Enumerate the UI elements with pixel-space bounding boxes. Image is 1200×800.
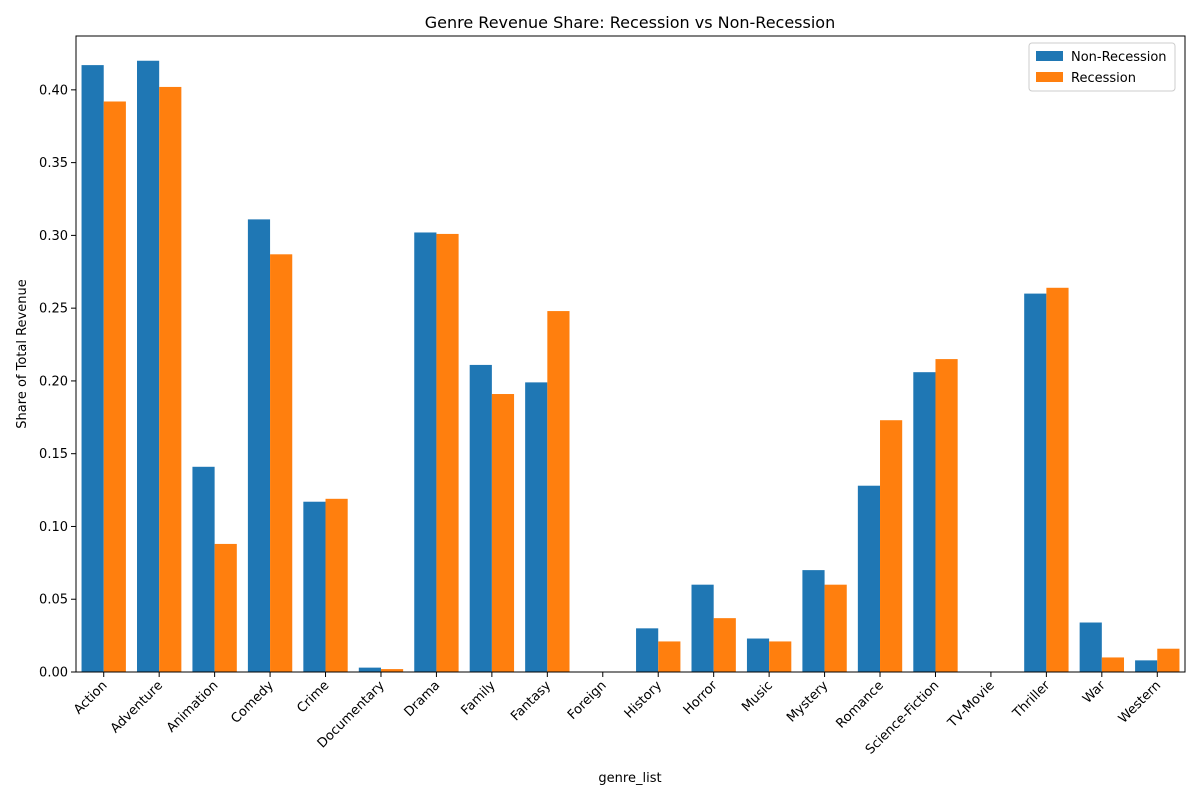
bar-recession-animation: [214, 543, 237, 672]
bar-non-recession-thriller: [1024, 293, 1047, 672]
y-tick-label: 0.20: [39, 374, 68, 389]
x-tick-label: History: [622, 678, 666, 722]
x-tick-label: Romance: [834, 678, 887, 731]
x-tick-label: TV-Movie: [945, 678, 998, 731]
bars-group: [81, 60, 1180, 673]
bar-non-recession-drama: [414, 232, 437, 673]
legend: Non-Recession Recession: [1028, 42, 1176, 92]
bar-recession-history: [658, 641, 681, 672]
x-tick-label: Mystery: [784, 678, 831, 725]
legend-label-recession: Recession: [1071, 71, 1136, 86]
bar-non-recession-adventure: [137, 60, 160, 673]
bar-non-recession-science-fiction: [913, 372, 936, 672]
bar-non-recession-crime: [303, 501, 326, 672]
x-tick-label: Music: [739, 678, 776, 715]
y-tick-label: 0.25: [39, 302, 68, 317]
bar-recession-thriller: [1046, 287, 1069, 672]
bar-recession-adventure: [159, 86, 182, 672]
legend-swatch-recession: [1036, 72, 1063, 82]
legend-swatch-non-recession: [1036, 51, 1063, 61]
legend-label-non-recession: Non-Recession: [1071, 50, 1167, 65]
y-tick-label: 0.35: [39, 156, 68, 171]
bar-recession-fantasy: [547, 311, 570, 672]
x-axis-label: genre_list: [598, 771, 661, 786]
bar-non-recession-fantasy: [525, 382, 548, 672]
bar-non-recession-mystery: [802, 570, 825, 672]
bar-non-recession-documentary: [358, 667, 381, 672]
bar-non-recession-comedy: [247, 219, 271, 672]
bar-recession-crime: [325, 498, 348, 672]
y-tick-label: 0.05: [39, 593, 68, 608]
bar-non-recession-romance: [857, 485, 881, 672]
bar-non-recession-music: [746, 638, 770, 672]
x-tick-label: Family: [459, 678, 499, 718]
bar-recession-comedy: [270, 254, 293, 672]
x-tick-label: Comedy: [228, 678, 277, 727]
x-tick-label: Horror: [681, 678, 721, 718]
x-tick-label: Thriller: [1010, 678, 1054, 722]
bar-non-recession-horror: [691, 584, 714, 672]
x-tick-label: Fantasy: [508, 678, 554, 724]
bar-non-recession-action: [81, 65, 104, 673]
bar-non-recession-family: [469, 364, 492, 672]
bar-recession-documentary: [380, 669, 404, 672]
y-axis: 0.00 0.05 0.10 0.15 0.20 0.25 0.30 0.35 0.40: [39, 83, 76, 681]
y-axis-label: Share of Total Revenue: [15, 279, 30, 428]
bar-non-recession-western: [1135, 660, 1158, 672]
bar-recession-music: [769, 641, 792, 672]
legend-box: [1028, 42, 1176, 92]
bar-recession-drama: [436, 233, 459, 672]
x-tick-label: Adventure: [108, 678, 166, 736]
bar-recession-horror: [713, 618, 736, 672]
y-tick-label: 0.10: [39, 520, 68, 535]
bar-recession-family: [491, 394, 515, 672]
y-tick-label: 0.00: [39, 666, 68, 681]
x-tick-label: Western: [1116, 678, 1164, 726]
chart-title: Genre Revenue Share: Recession vs Non-Re…: [425, 13, 835, 32]
bar-recession-western: [1157, 648, 1180, 672]
x-tick-label: Crime: [294, 678, 332, 716]
x-tick-label: Action: [71, 678, 110, 717]
bar-non-recession-animation: [192, 466, 215, 672]
y-tick-label: 0.30: [39, 229, 68, 244]
y-tick-label: 0.15: [39, 447, 68, 462]
bar-recession-romance: [880, 420, 903, 672]
bar-recession-mystery: [824, 584, 847, 672]
bar-recession-action: [103, 101, 126, 673]
bar-non-recession-war: [1079, 622, 1102, 672]
x-tick-label: War: [1080, 678, 1109, 707]
bar-non-recession-history: [636, 628, 659, 672]
x-tick-label: Drama: [402, 678, 444, 720]
x-tick-label: Foreign: [565, 678, 610, 723]
y-tick-label: 0.40: [39, 83, 68, 98]
plot-frame: [75, 35, 1186, 673]
x-tick-label: Animation: [164, 678, 221, 735]
bar-recession-science-fiction: [935, 359, 958, 672]
bar-recession-war: [1101, 657, 1125, 672]
